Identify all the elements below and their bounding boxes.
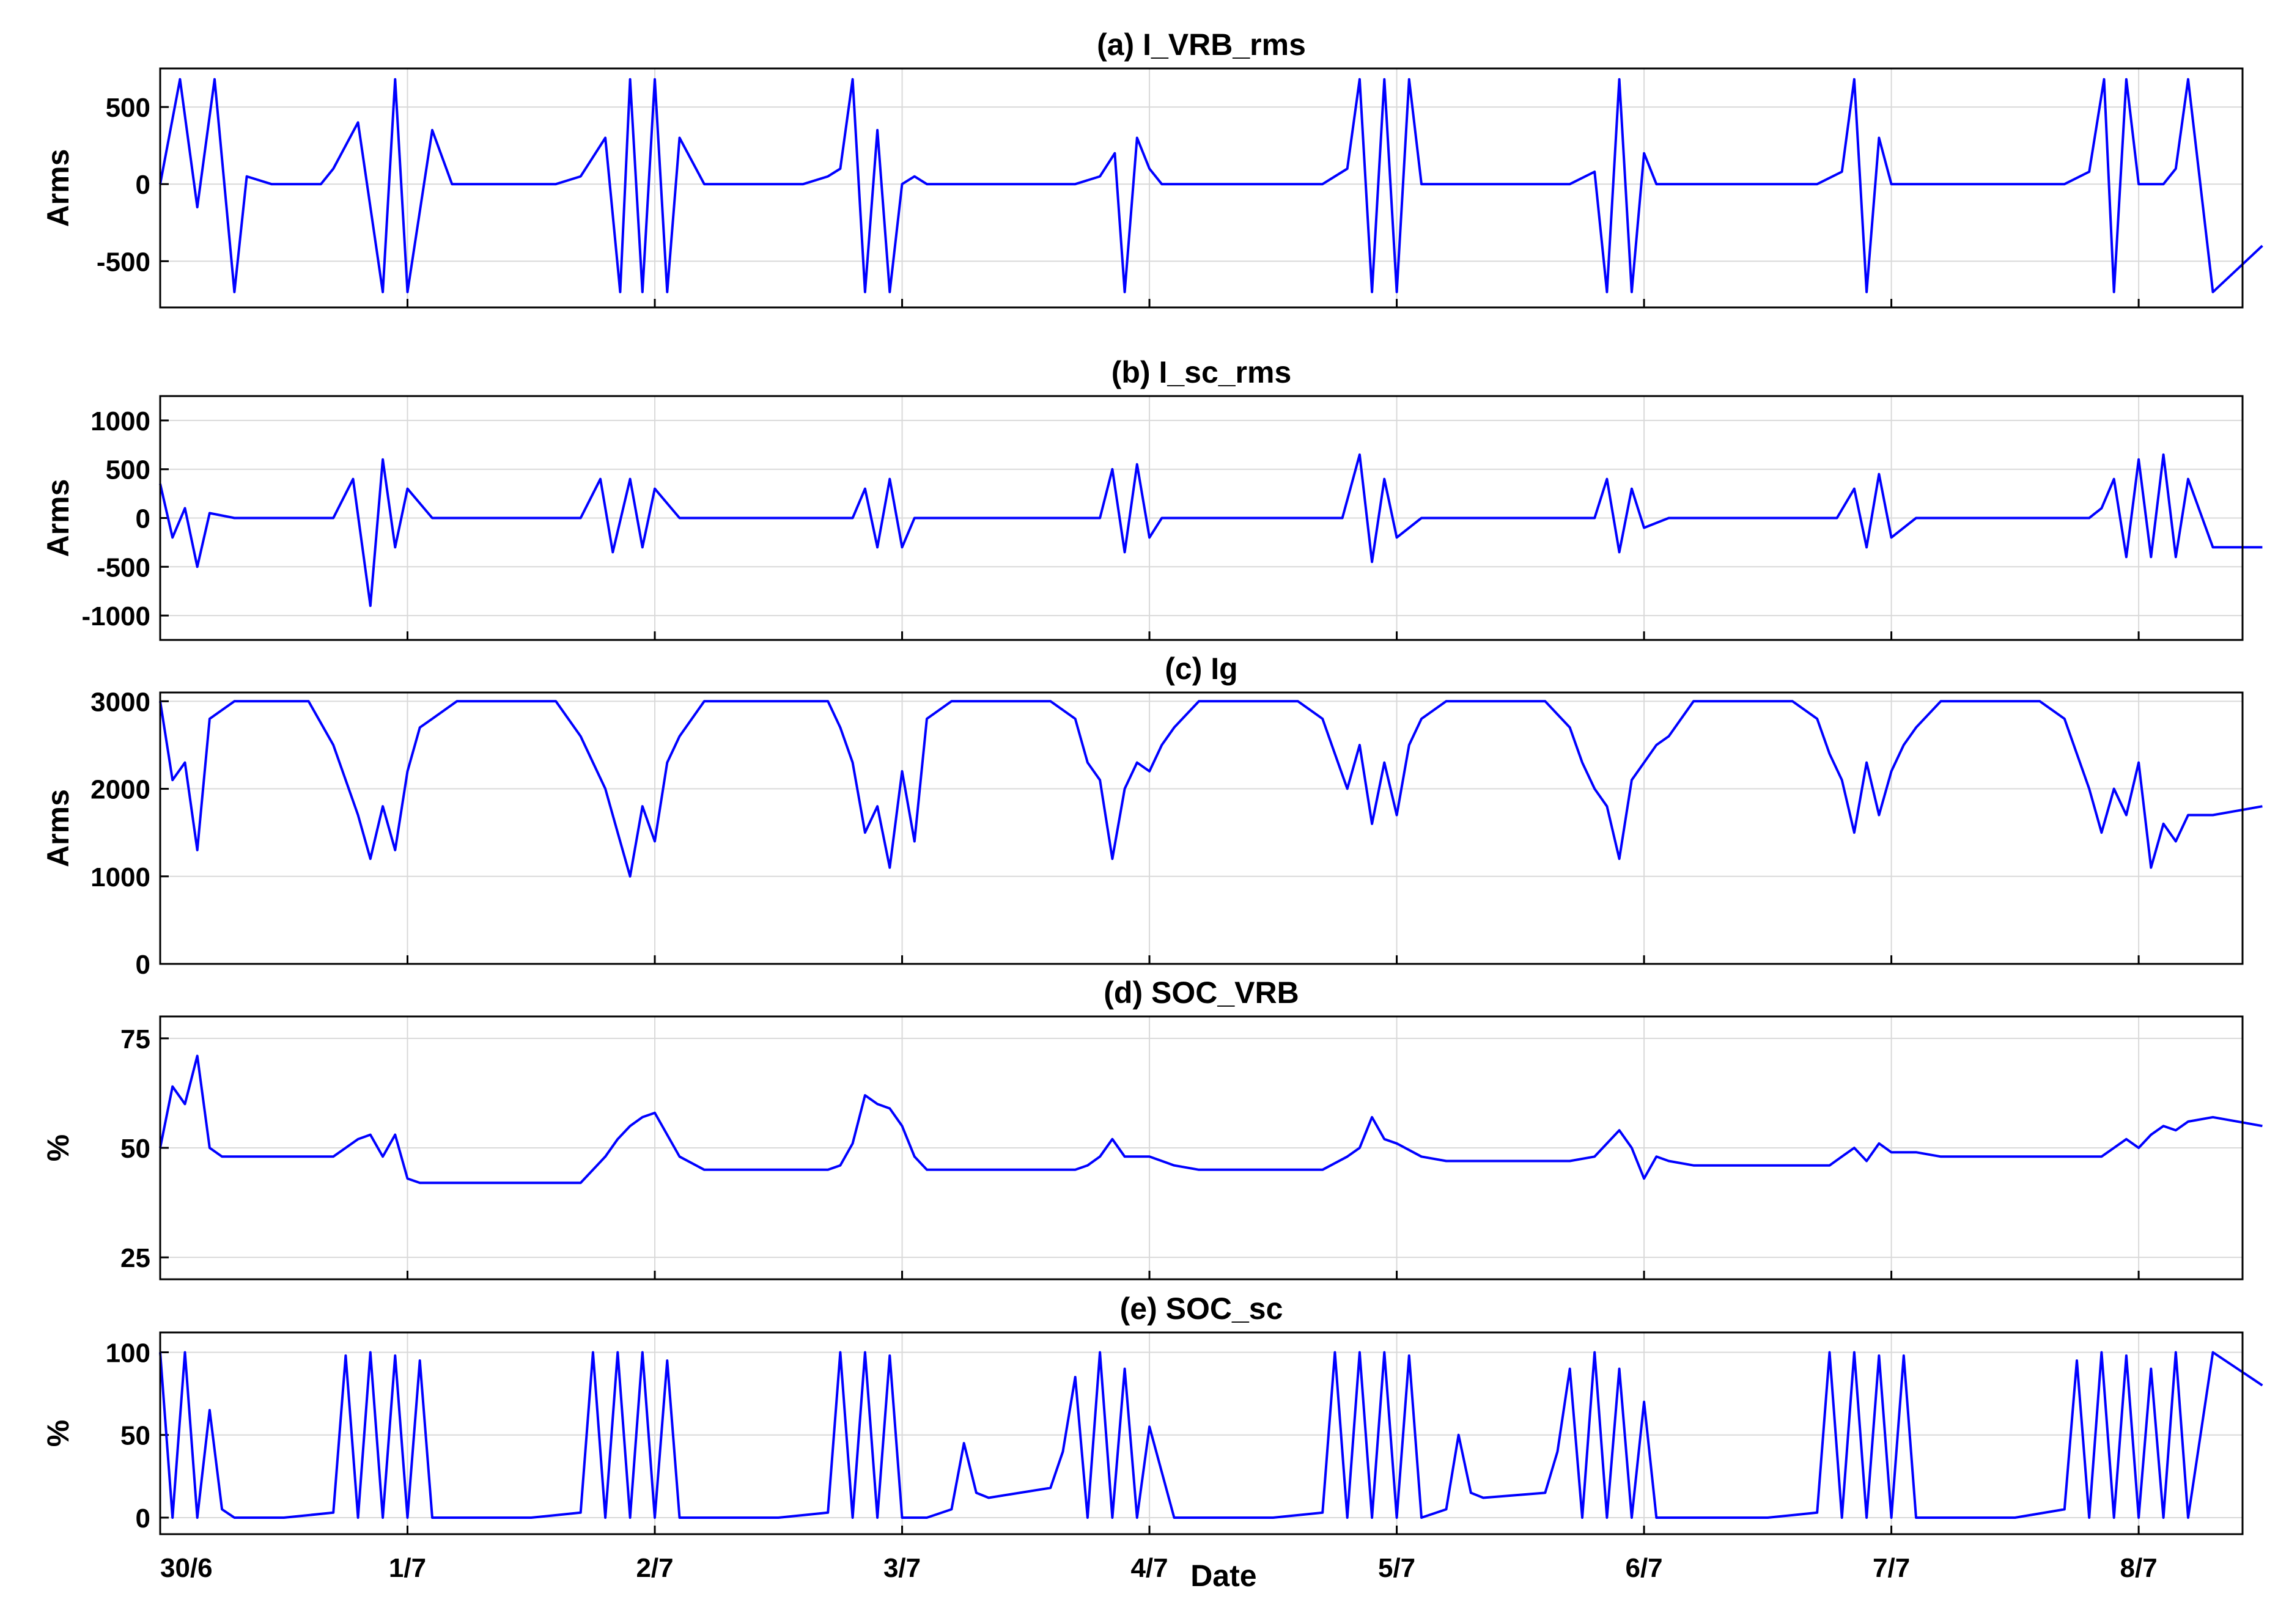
panel-1: -1000 -500 0 500 1000 (b) I_sc_rms Arms (41, 355, 2263, 641)
y-tick-label: 2000 (90, 775, 150, 805)
y-axis-label: Arms (41, 149, 75, 227)
y-tick-label: 75 (120, 1024, 150, 1054)
panel-title: (e) SOC_sc (1120, 1291, 1283, 1326)
y-tick-label: 0 (136, 170, 150, 200)
series-line-3 (159, 1054, 2263, 1185)
x-tick-label: 4/7 (1130, 1553, 1168, 1583)
y-axis-label: Arms (41, 789, 75, 867)
plot-frame (159, 67, 2244, 309)
x-tick-label: 1/7 (389, 1553, 426, 1583)
y-tick-label: 25 (120, 1243, 150, 1273)
y-tick-label: 500 (106, 93, 150, 123)
y-tick-label: -1000 (81, 601, 150, 631)
y-axis-label: Arms (41, 479, 75, 557)
series-line-2 (159, 700, 2263, 878)
x-tick-label: 6/7 (1625, 1553, 1662, 1583)
panel-title: (a) I_VRB_rms (1097, 28, 1306, 62)
panel-title: (b) I_sc_rms (1111, 355, 1292, 389)
panel-2: 0 1000 2000 3000 (c) Ig Arms (41, 652, 2263, 980)
y-axis-label: % (41, 1420, 75, 1447)
panel-title: (c) Ig (1165, 652, 1237, 686)
y-tick-label: 50 (120, 1421, 150, 1451)
plot-frame (159, 395, 2244, 641)
y-tick-label: -500 (97, 247, 150, 277)
x-tick-label: 8/7 (2120, 1553, 2158, 1583)
y-tick-label: 0 (136, 504, 150, 534)
plot-frame (159, 691, 2244, 965)
series-line-1 (159, 453, 2263, 608)
x-tick-label: 7/7 (1873, 1553, 1910, 1583)
y-tick-label: 500 (106, 455, 150, 485)
x-tick-label: 2/7 (636, 1553, 673, 1583)
panel-4: 0 50 100 (e) SOC_sc% (41, 1291, 2263, 1535)
y-tick-label: 1000 (90, 862, 150, 892)
y-tick-label: 100 (106, 1338, 150, 1368)
panel-title: (d) SOC_VRB (1104, 976, 1299, 1010)
panel-3: 25 50 75 (d) SOC_VRB% (41, 976, 2263, 1280)
y-tick-label: 50 (120, 1134, 150, 1164)
y-tick-label: 0 (136, 1504, 150, 1534)
y-tick-label: 3000 (90, 687, 150, 717)
y-tick-label: -500 (97, 553, 150, 582)
x-tick-label: 3/7 (883, 1553, 921, 1583)
x-tick-label: 5/7 (1378, 1553, 1415, 1583)
series-line-4 (159, 1351, 2263, 1519)
panel-0: -500 0 500 (a) I_VRB_rms Arms (41, 28, 2263, 309)
y-axis-label: % (41, 1134, 75, 1161)
plot-frame (159, 1015, 2244, 1280)
x-axis-label: Date (1190, 1559, 1256, 1593)
series-line-0 (159, 78, 2263, 293)
y-tick-label: 1000 (90, 406, 150, 436)
x-tick-label: 30/6 (160, 1553, 213, 1583)
plot-frame (159, 1331, 2244, 1535)
y-tick-label: 0 (136, 950, 150, 980)
